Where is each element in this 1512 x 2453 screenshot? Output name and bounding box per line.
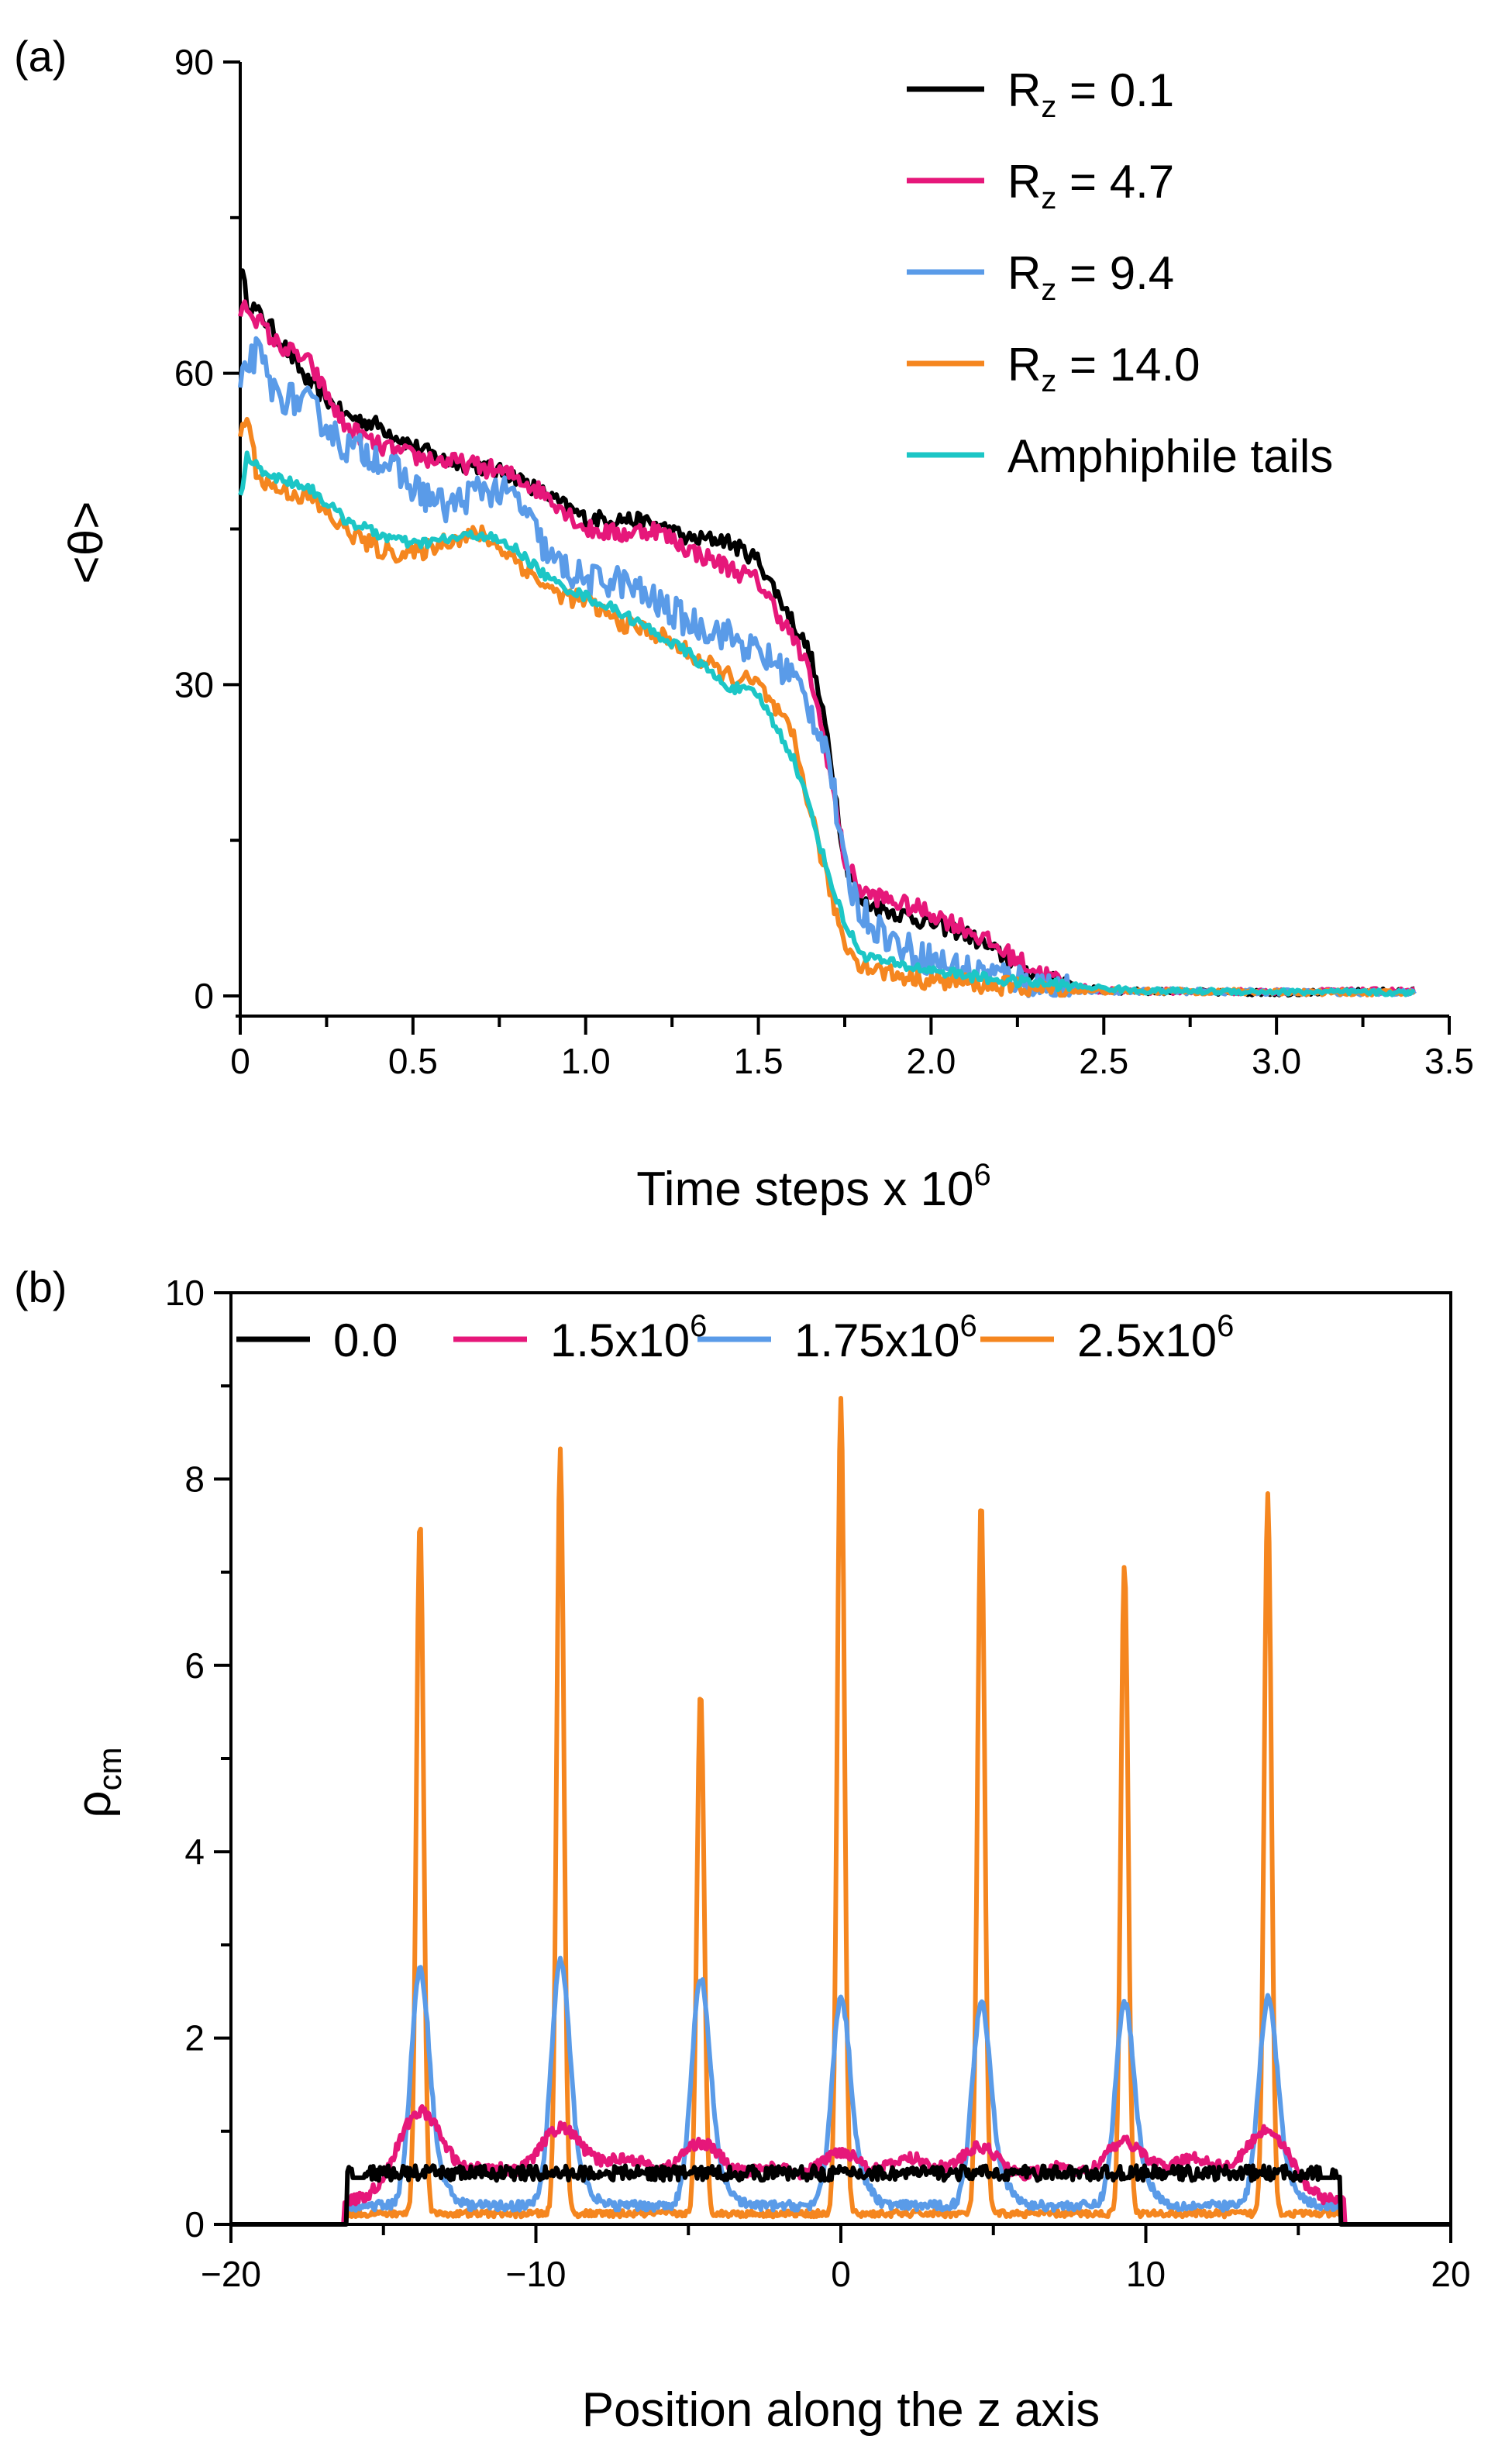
panel-a-legend-label-base: R — [1007, 247, 1041, 299]
panel-b-y-tick-label: 8 — [184, 1459, 205, 1499]
panel-a-xlabel-sup: 6 — [974, 1158, 991, 1192]
panel-b-legend-label: 2.5x106 — [1077, 1309, 1234, 1366]
panel-a-legend-label: Rz = 0.1 — [1007, 64, 1174, 124]
panel-a-xlabel: Time steps x 106 — [636, 1158, 991, 1216]
panel-a-legend-label-rest: = 14.0 — [1056, 339, 1200, 391]
panel-b-y-tick-label: 2 — [184, 2018, 205, 2059]
panel-b-legend: 0.0 1.5x106 1.75x106 2.5x106 — [236, 1309, 1234, 1366]
panel-b-legend-label-sup: 6 — [1217, 1309, 1234, 1343]
panel-a-y-tick-label: 30 — [174, 664, 214, 705]
panel-b-x-tick-label: 20 — [1431, 2254, 1470, 2294]
panel-b-series-line — [229, 1396, 1452, 2227]
panel-a-x-tick-label: 1.5 — [734, 1041, 784, 1081]
panel-a-x-tick-label: 0 — [230, 1041, 250, 1081]
panel-a-x-tick-label: 0.5 — [388, 1041, 438, 1081]
panel-b-y-tick-label: 4 — [184, 1831, 205, 1872]
panel-a-legend-label-sub: z — [1041, 90, 1056, 124]
panel-a-x-tick-label: 2.0 — [906, 1041, 956, 1081]
panel-b-y-tick-label: 0 — [184, 2204, 205, 2245]
panel-a-legend-label-base: R — [1007, 156, 1041, 208]
panel-a-label: (a) — [14, 32, 67, 81]
panel-b-ylabel-text: ρ — [67, 1790, 121, 1817]
panel-a-y-tick-label: 90 — [174, 42, 214, 82]
panel-a-x-tick-label: 3.0 — [1252, 1041, 1301, 1081]
panel-b: (b) 0 2 4 6 8 10 −20 −10 0 10 20 ρcm Position alo… — [14, 1263, 1471, 2437]
panel-b-y-tick-label: 10 — [165, 1273, 205, 1313]
panel-a-legend-label-rest: = 9.4 — [1056, 247, 1174, 299]
panel-a-series-line — [238, 416, 1416, 998]
panel-a-ylabel: <θ> — [60, 501, 113, 584]
panel-b-series — [229, 1396, 1452, 2227]
panel-a-legend-label-rest: = 0.1 — [1056, 64, 1174, 116]
panel-b-ylabel: ρcm — [67, 1747, 128, 1817]
panel-a-series — [238, 268, 1417, 998]
panel-a-x-tick-labels: 0 0.5 1.0 1.5 2.0 2.5 3.0 3.5 — [230, 1041, 1474, 1081]
panel-a-x-tick-label: 2.5 — [1079, 1041, 1128, 1081]
panel-b-x-tick-labels: −20 −10 0 10 20 — [201, 2254, 1471, 2294]
panel-b-legend-label-base: 1.5x10 — [550, 1314, 690, 1366]
panel-a-legend-label: Rz = 14.0 — [1007, 339, 1200, 398]
panel-b-legend-label-base: 0.0 — [333, 1314, 398, 1366]
panel-b-label: (b) — [14, 1263, 67, 1311]
panel-a-axes — [223, 60, 1451, 1035]
panel-a-legend: Rz = 0.1Rz = 4.7Rz = 9.4Rz = 14.0Amphiph… — [907, 64, 1333, 482]
panel-a-xlabel-text: Time steps x 10 — [636, 1163, 973, 1216]
panel-a-legend-label-base: R — [1007, 339, 1041, 391]
panel-b-legend-label-base: 2.5x10 — [1077, 1314, 1217, 1366]
panel-a-legend-label-sub: z — [1041, 273, 1056, 307]
panel-b-x-tick-label: 10 — [1126, 2254, 1166, 2294]
panel-a-x-tick-label: 3.5 — [1424, 1041, 1474, 1081]
panel-b-xlabel: Position along the z axis — [582, 2383, 1100, 2437]
panel-a-legend-label-sub: z — [1041, 181, 1056, 215]
panel-a-y-tick-label: 0 — [194, 976, 214, 1016]
panel-b-y-tick-labels: 0 2 4 6 8 10 — [165, 1273, 205, 2245]
panel-b-series-line — [229, 2103, 1452, 2227]
panel-b-legend-label: 0.0 — [333, 1314, 398, 1366]
panel-a-legend-label: Rz = 4.7 — [1007, 156, 1174, 215]
panel-a-legend-label-base: Amphiphile tails — [1007, 430, 1333, 482]
panel-b-ylabel-sub: cm — [91, 1747, 128, 1790]
panel-b-x-tick-label: −20 — [201, 2254, 261, 2294]
panel-a-series-line — [238, 450, 1416, 997]
panel-a-y-tick-label: 60 — [174, 353, 214, 394]
panel-b-x-tick-label: 0 — [831, 2254, 851, 2294]
panel-b-legend-label: 1.75x106 — [794, 1309, 977, 1366]
panel-a-legend-label-rest: = 4.7 — [1056, 156, 1174, 208]
panel-a-y-tick-labels: 0 30 60 90 — [174, 42, 214, 1016]
panel-b-axes — [214, 1291, 1452, 2243]
panel-a-x-tick-label: 1.0 — [561, 1041, 611, 1081]
panel-b-legend-label-sup: 6 — [690, 1309, 707, 1343]
panel-a-legend-label: Rz = 9.4 — [1007, 247, 1174, 307]
panel-a-legend-label-sub: z — [1041, 364, 1056, 398]
panel-a-legend-label: Amphiphile tails — [1007, 430, 1333, 482]
panel-b-y-tick-label: 6 — [184, 1645, 205, 1686]
panel-a: (a) 0 30 60 90 0 0.5 1.0 1.5 2.0 2.5 3.0 3.5 <θ> T… — [14, 32, 1474, 1216]
panel-a-legend-label-base: R — [1007, 64, 1041, 116]
panel-b-series-line — [229, 2163, 1452, 2227]
panel-b-legend-label-sup: 6 — [960, 1309, 977, 1343]
panel-b-legend-label-base: 1.75x10 — [794, 1314, 960, 1366]
panel-b-x-tick-label: −10 — [505, 2254, 566, 2294]
panel-b-legend-label: 1.5x106 — [550, 1309, 707, 1366]
